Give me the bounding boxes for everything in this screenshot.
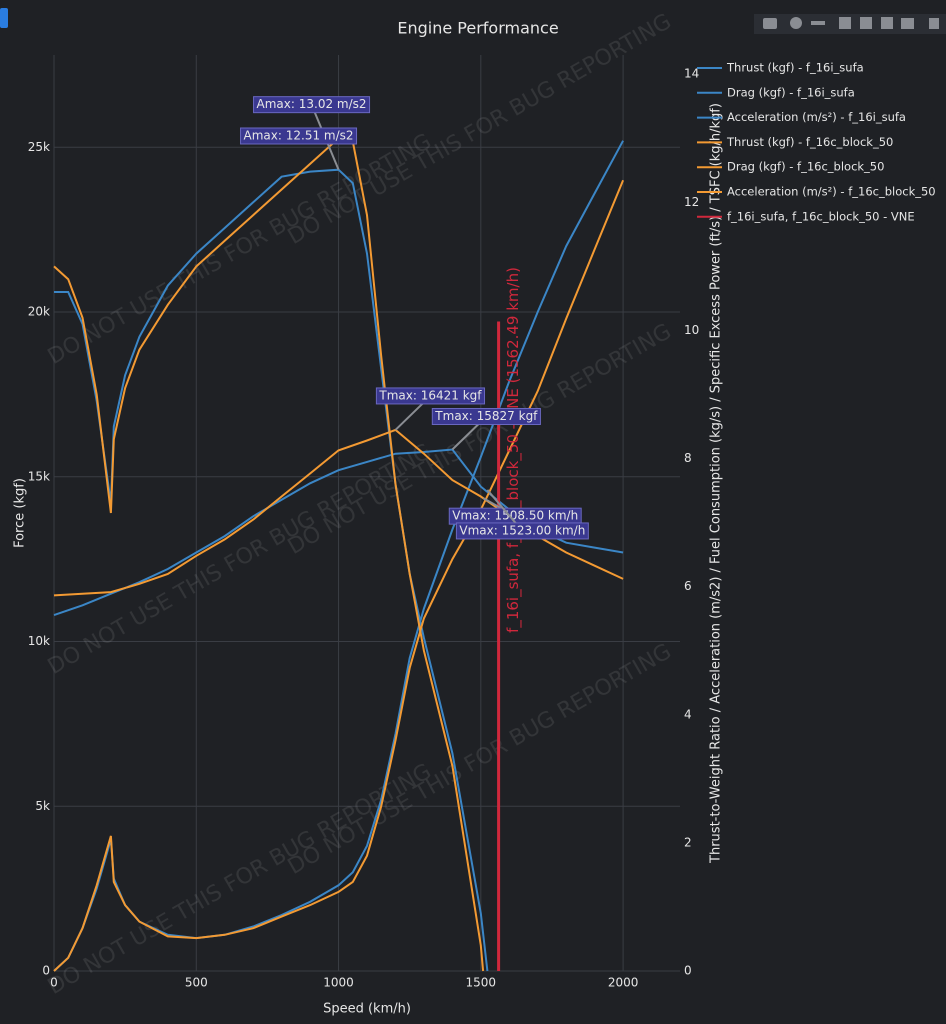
vne-label: f_16i_sufa, f_16c_block_50 - VNE (1562.4… [504, 267, 523, 633]
y2-tick-label: 0 [684, 964, 692, 978]
annotation: Tmax: 16421 kgf [375, 387, 486, 405]
annotation-box [375, 387, 486, 405]
x-tick-label: 1000 [323, 976, 354, 990]
series-line [53, 179, 625, 972]
annotation: Amax: 13.02 m/s2 [253, 96, 371, 114]
annotation: Amax: 12.51 m/s2 [240, 127, 358, 145]
x-tick-label: 2000 [608, 976, 639, 990]
y-tick-label: 15k [28, 469, 50, 483]
chart-title: Engine Performance [397, 19, 558, 38]
pan-icon[interactable] [811, 21, 825, 25]
zoom-in-icon[interactable] [839, 17, 851, 29]
series-line [53, 137, 485, 972]
watermark: DO NOT USE THIS FOR BUG REPORTING [44, 759, 436, 1000]
y2-tick-label: 2 [684, 835, 692, 849]
autoscale-icon[interactable] [881, 17, 893, 29]
annotation-box [253, 96, 371, 114]
y2-tick-label: 6 [684, 579, 692, 593]
annotation-text: Amax: 13.02 m/s2 [257, 97, 367, 111]
y-tick-label: 10k [28, 634, 50, 648]
legend-label: Acceleration (m/s²) - f_16c_block_50 [727, 185, 936, 199]
annotation-text: Tmax: 15827 kgf [434, 409, 538, 423]
watermark: DO NOT USE THIS FOR BUG REPORTING [44, 439, 436, 680]
legend-label: f_16i_sufa, f_16c_block_50 - VNE [727, 209, 915, 223]
y2-tick-label: 14 [684, 67, 699, 81]
annotation-text: Vmax: 1523.00 km/h [459, 523, 585, 537]
annotation-box [431, 408, 541, 426]
annotation-box [240, 127, 358, 145]
zoom-out-icon[interactable] [860, 17, 872, 29]
plotly-logo[interactable] [929, 18, 939, 29]
watermark: DO NOT USE THIS FOR BUG REPORTING [284, 639, 676, 880]
zoom-icon[interactable] [790, 17, 802, 29]
modebar [754, 14, 946, 34]
y-tick-label: 5k [35, 799, 50, 813]
x-axis-title: Speed (km/h) [323, 1002, 411, 1017]
y-tick-label: 25k [28, 140, 50, 154]
annotation: Vmax: 1508.50 km/h [448, 507, 582, 525]
annotation-text: Tmax: 16421 kgf [378, 388, 482, 402]
annotation: Tmax: 15827 kgf [431, 408, 541, 426]
camera-icon[interactable] [763, 18, 777, 29]
y-axis-title: Force (kgf) [13, 478, 28, 548]
y2-tick-label: 4 [684, 707, 692, 721]
y2-axis-title: Thrust-to-Weight Ratio / Acceleration (m… [709, 103, 724, 864]
annotation: Vmax: 1523.00 km/h [455, 522, 589, 540]
reset-icon[interactable] [901, 18, 914, 29]
y-tick-label: 20k [28, 305, 50, 319]
y2-tick-label: 12 [684, 195, 699, 209]
legend-label: Drag (kgf) - f_16c_block_50 [727, 160, 884, 174]
x-tick-label: 500 [185, 976, 208, 990]
x-tick-label: 1500 [466, 976, 497, 990]
x-tick-label: 0 [50, 976, 58, 990]
legend-label: Drag (kgf) - f_16i_sufa [727, 85, 855, 99]
legend-label: Thrust (kgf) - f_16i_sufa [726, 61, 864, 75]
legend-label: Thrust (kgf) - f_16c_block_50 [726, 135, 893, 149]
y2-tick-label: 8 [684, 451, 692, 465]
annotation-box [455, 522, 589, 540]
annotation-text: Amax: 12.51 m/s2 [244, 128, 354, 142]
grid [53, 55, 680, 972]
corner-button[interactable] [0, 8, 8, 28]
annotation-text: Vmax: 1508.50 km/h [452, 509, 578, 523]
y-tick-label: 0 [42, 964, 50, 978]
legend-label: Acceleration (m/s²) - f_16i_sufa [727, 110, 906, 124]
y2-tick-label: 10 [684, 323, 699, 337]
